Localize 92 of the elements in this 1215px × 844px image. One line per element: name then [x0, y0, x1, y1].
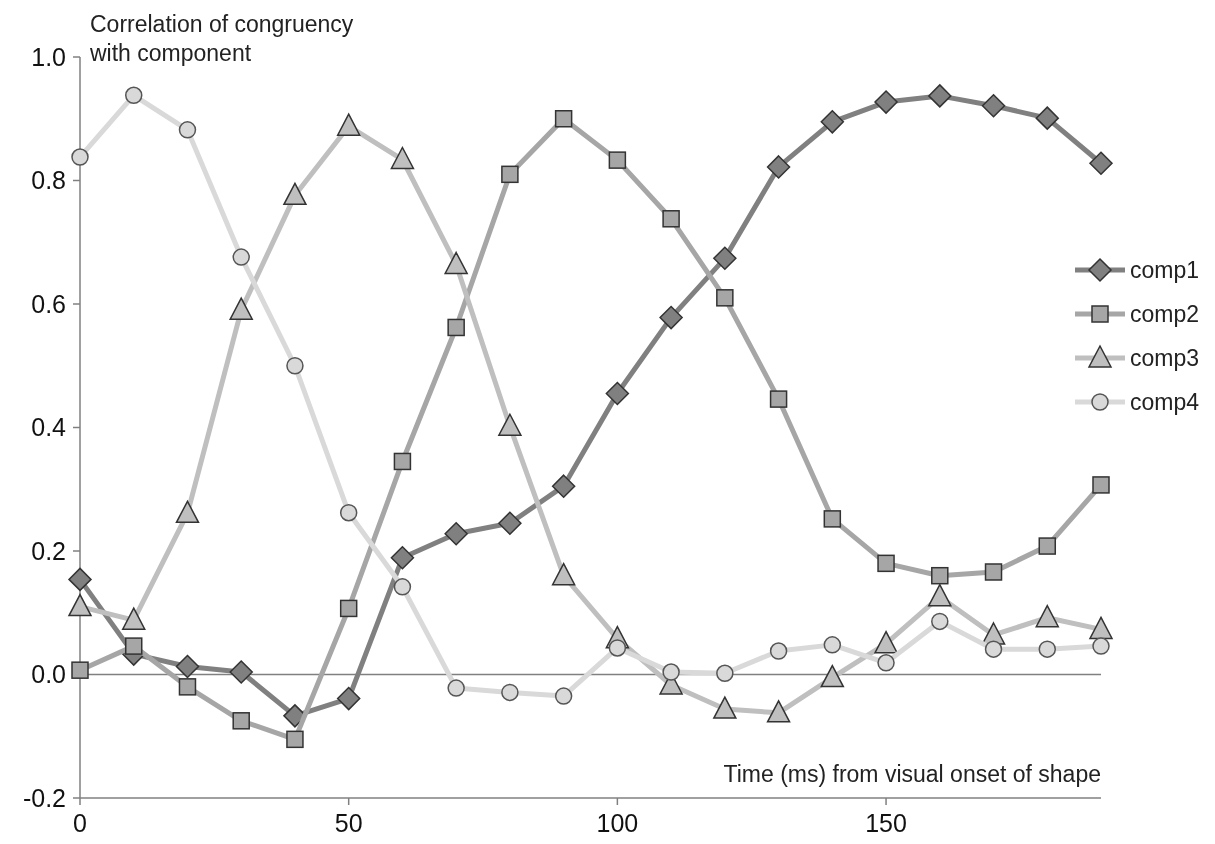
point — [393, 452, 412, 471]
point — [124, 86, 143, 105]
point — [984, 563, 1003, 581]
point — [390, 546, 415, 570]
point — [877, 554, 895, 573]
point — [1092, 637, 1110, 655]
point — [71, 148, 89, 166]
point — [447, 318, 465, 337]
x-axis-title: Time (ms) from visual onset of shape — [723, 761, 1101, 787]
point — [1035, 604, 1060, 628]
point — [931, 612, 949, 631]
point — [336, 686, 361, 711]
point — [68, 593, 92, 617]
point — [229, 297, 253, 320]
point — [175, 500, 200, 524]
point — [823, 510, 842, 528]
point — [229, 660, 253, 684]
y-tick-label: 0.6 — [31, 289, 66, 318]
point — [501, 165, 519, 184]
point — [1038, 537, 1057, 555]
point — [501, 683, 519, 702]
point — [551, 474, 576, 498]
point — [498, 413, 522, 437]
y-tick-label: 0.0 — [31, 660, 66, 689]
point — [498, 511, 522, 535]
point — [286, 730, 304, 749]
point — [769, 390, 788, 408]
point — [769, 642, 788, 660]
point — [554, 687, 573, 705]
point — [444, 521, 468, 546]
point — [877, 654, 895, 672]
point — [447, 679, 465, 697]
point — [283, 182, 307, 206]
point — [820, 110, 845, 134]
point — [232, 712, 250, 730]
y-tick-label: 1.0 — [31, 42, 66, 71]
point — [1092, 476, 1110, 494]
point — [984, 640, 1003, 658]
point — [444, 251, 468, 275]
x-tick-label: 150 — [865, 809, 907, 837]
point — [551, 562, 576, 586]
point — [713, 246, 737, 271]
point — [605, 381, 630, 406]
point — [608, 639, 627, 657]
x-tick-label: 100 — [596, 809, 639, 837]
point — [874, 90, 898, 114]
legend-label: comp3 — [1130, 345, 1200, 372]
point — [659, 305, 683, 330]
point — [874, 630, 898, 654]
point — [68, 567, 92, 592]
point — [554, 110, 573, 128]
point — [1089, 151, 1113, 175]
point — [178, 121, 197, 139]
point — [124, 637, 143, 655]
y-tick-label: 0.4 — [31, 413, 67, 442]
point — [928, 583, 952, 607]
point — [662, 210, 680, 228]
legend-label: comp2 — [1130, 301, 1200, 328]
point — [336, 113, 361, 136]
point — [178, 678, 197, 696]
point — [71, 661, 89, 679]
point — [339, 503, 358, 522]
point — [713, 696, 737, 719]
point — [931, 566, 949, 585]
point — [608, 151, 627, 169]
point — [1035, 106, 1060, 130]
y-tick-label: -0.2 — [22, 783, 66, 812]
point — [823, 636, 842, 654]
point — [716, 664, 734, 683]
point — [928, 84, 952, 108]
x-tick-label: 50 — [334, 809, 363, 837]
point — [393, 578, 412, 596]
x-tick-label: 0 — [73, 809, 87, 837]
point — [716, 289, 734, 307]
y-tick-label: 0.8 — [31, 166, 66, 195]
point — [981, 94, 1006, 118]
point — [339, 599, 358, 618]
point — [766, 155, 791, 179]
legend-label: comp4 — [1130, 389, 1200, 416]
point — [121, 607, 146, 630]
legend-label: comp1 — [1130, 257, 1200, 284]
point — [175, 654, 200, 679]
point — [232, 248, 250, 266]
y-tick-label: 0.2 — [31, 536, 66, 565]
point — [1089, 616, 1113, 640]
point — [286, 357, 304, 375]
point — [1038, 640, 1057, 658]
point — [766, 700, 791, 723]
y-axis-title: Correlation of congruency with component — [89, 11, 354, 66]
point — [390, 146, 415, 170]
point — [662, 663, 680, 681]
point — [820, 664, 845, 688]
